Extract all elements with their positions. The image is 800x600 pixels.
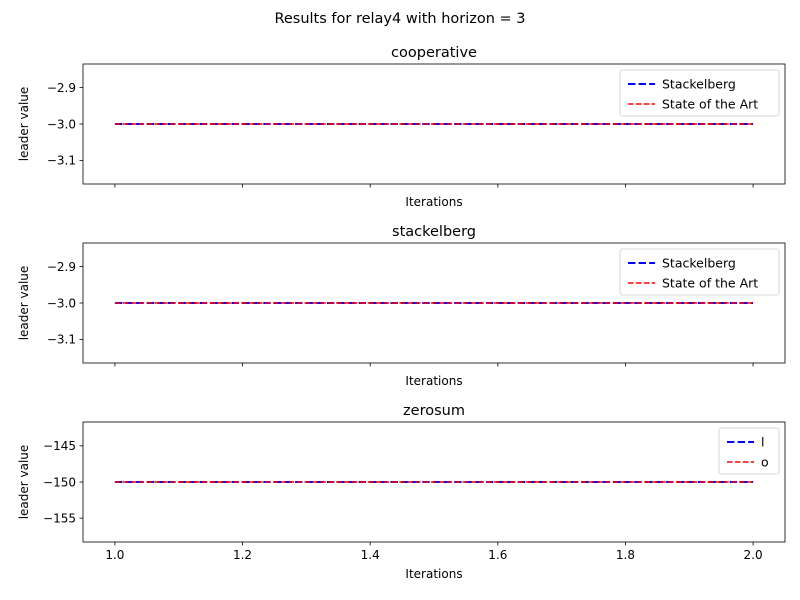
x-tick-label: 1.4 [361, 548, 380, 562]
y-axis-label: leader value [17, 445, 31, 520]
subplot-title-cooperative: cooperative [391, 45, 477, 61]
y-tick-label: −155 [43, 511, 76, 525]
x-axis-label: Iterations [405, 195, 462, 209]
y-tick-label: −2.9 [47, 260, 76, 274]
x-tick-label: 1.2 [233, 548, 252, 562]
legend-frame [718, 427, 780, 475]
y-tick-label: −3.1 [47, 154, 76, 168]
legend-stackelberg: Stackelberg State of the Art [619, 248, 780, 296]
x-tick-label: 2.0 [744, 548, 763, 562]
legend-zerosum: lo [718, 427, 780, 475]
y-tick-label: −145 [43, 439, 76, 453]
x-axis-label: Iterations [405, 374, 462, 388]
legend-label-stackelberg: Stackelberg [662, 77, 736, 92]
x-tick-label: 1.6 [488, 548, 507, 562]
x-axis-label: Iterations [405, 567, 462, 581]
subplot-stackelberg: stackelberg −2.9 −3.0 −3.1 Iterations leader … [17, 224, 786, 388]
subplot-zerosum: zerosum −145 −150 −155 1.0 1.2 1.4 1.6 1.8 2.0 Ite… [17, 403, 786, 581]
subplot-title-stackelberg: stackelberg [392, 224, 476, 240]
y-tick-label: −2.9 [47, 81, 76, 95]
figure-suptitle: Results for relay4 with horizon = 3 [274, 11, 525, 27]
y-tick-label: −150 [43, 475, 76, 489]
y-tick-label: −3.1 [47, 333, 76, 347]
subplot-title-zerosum: zerosum [403, 403, 465, 419]
legend-label-o: o [761, 455, 769, 470]
legend-cooperative: Stackelberg State of the Art [619, 69, 780, 117]
x-tick-label: 1.8 [616, 548, 635, 562]
x-tick-label: 1.0 [105, 548, 124, 562]
y-tick-label: −3.0 [47, 296, 76, 310]
subplots: cooperative −2.9 −3.0 −3.1 Iterations leader … [17, 45, 786, 581]
y-axis-label: leader value [17, 266, 31, 341]
subplot-cooperative: cooperative −2.9 −3.0 −3.1 Iterations leader … [17, 45, 786, 209]
y-axis-label: leader value [17, 87, 31, 162]
legend-label-l: l [761, 435, 764, 450]
legend-label-stackelberg: Stackelberg [662, 256, 736, 271]
y-tick-label: −3.0 [47, 117, 76, 131]
legend-frame [619, 248, 780, 296]
legend-label-state-of-the-art: State of the Art [662, 276, 758, 291]
legend-label-state-of-the-art: State of the Art [662, 97, 758, 112]
legend-frame [619, 69, 780, 117]
